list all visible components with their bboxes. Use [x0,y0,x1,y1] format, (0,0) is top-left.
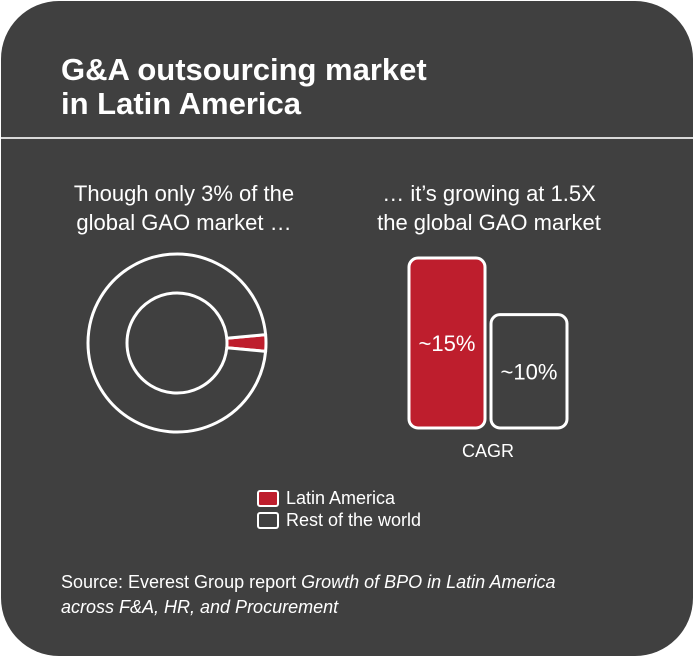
donut-slice-rest-of-world [86,252,268,434]
bar-data-label: ~15% [419,331,476,356]
source-title-2: across F&A, HR, and Procurement [61,597,339,617]
legend-item-rest-of-world: Rest of the world [257,509,421,531]
donut-subtitle: Though only 3% of the global GAO market … [41,179,327,237]
legend-item-latin-america: Latin America [257,487,421,509]
title-line-2: in Latin America [61,86,302,121]
title-line-1: G&A outsourcing market [61,52,427,87]
bar-data-label: ~10% [501,359,558,384]
source-prefix: Source: Everest Group report [61,572,302,592]
legend-label: Latin America [286,488,396,508]
bar-axis-label: CAGR [462,441,514,461]
divider [1,137,693,139]
legend-label: Rest of the world [286,510,422,530]
bar-subtitle-line-1: … it’s growing at 1.5X [382,181,596,206]
bar-latin-america [407,256,487,430]
bar-rest-of-world [489,313,569,430]
legend: Latin America Rest of the world [257,487,421,531]
bar-subtitle-line-2: the global GAO market [377,210,601,235]
source-title-1: Growth of BPO in Latin America [301,572,556,592]
bar-subtitle: … it’s growing at 1.5X the global GAO ma… [349,179,629,237]
legend-swatch [257,489,279,507]
legend-swatch [257,511,279,529]
source-note: Source: Everest Group report Growth of B… [61,570,556,620]
donut-subtitle-line-1: Though only 3% of the [73,181,295,206]
charts-svg: ~15% ~10% CAGR [86,252,569,461]
donut-subtitle-line-2: global GAO market … [76,210,292,235]
page-title: G&A outsourcing market in Latin America [61,53,427,121]
